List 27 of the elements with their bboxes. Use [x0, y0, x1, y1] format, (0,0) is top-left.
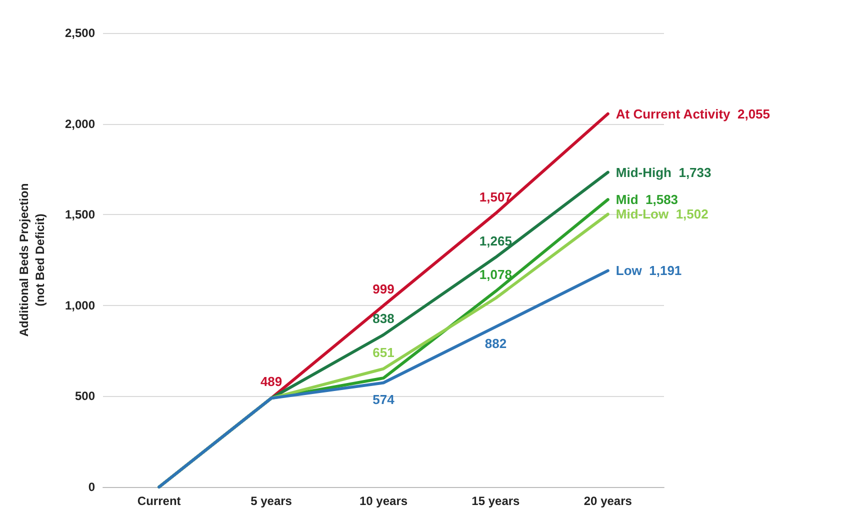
data-label: 574 [372, 392, 396, 407]
data-label: 489 [260, 374, 282, 390]
data-label: 1,507 [479, 189, 512, 204]
text: Mid-High 1,733 [616, 164, 712, 180]
text: Mid-Low 1,502 [616, 206, 708, 222]
y-tick-label: 0 [88, 480, 96, 494]
text: At Current Activity 2,055 [616, 106, 770, 122]
x-tick-label: Current [137, 494, 181, 508]
data-label: 651 [372, 344, 394, 360]
y-tick-label: 2,500 [64, 26, 96, 40]
y-tick-label: 1,000 [64, 298, 96, 312]
y-axis-title: Additional Beds Projection (not Bed Deficit) [17, 183, 47, 337]
data-label: 1,265 [479, 233, 512, 248]
x-tick-label: 10 years [359, 494, 408, 508]
y-tick-label: 2,000 [64, 116, 96, 131]
y-tick-label: 500 [74, 389, 96, 404]
text: Low 1,191 [616, 263, 682, 278]
y-tick-label: 1,500 [64, 208, 96, 222]
text: Mid 1,583 [616, 192, 678, 208]
data-label: 1,078 [479, 267, 512, 282]
x-tick-label: 5 years [250, 494, 292, 508]
data-label: 999 [372, 282, 394, 297]
x-tick-label: 20 years [584, 494, 632, 508]
line-series [158, 269, 610, 488]
x-tick-label: 15 years [472, 494, 520, 508]
data-label: 838 [372, 310, 394, 326]
data-label: 882 [484, 336, 507, 351]
